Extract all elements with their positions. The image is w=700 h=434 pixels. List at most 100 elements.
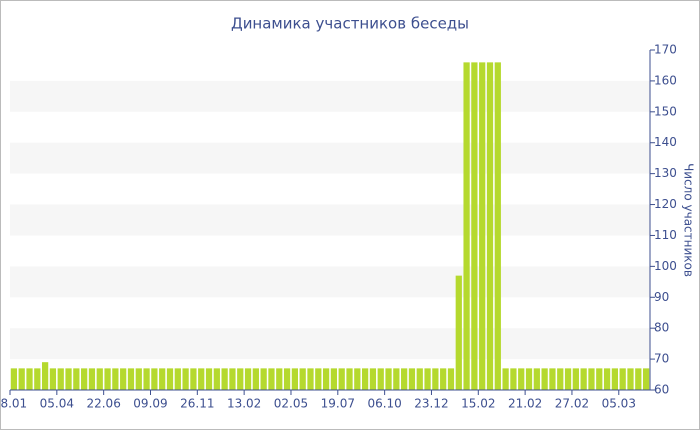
bar: [120, 368, 127, 390]
bar: [174, 368, 181, 390]
bar: [283, 368, 291, 390]
bar: [471, 62, 478, 390]
bar: [369, 368, 377, 390]
bar: [307, 368, 314, 390]
bar: [564, 368, 572, 390]
bar: [362, 368, 369, 390]
y-tick-label: 160: [654, 73, 677, 87]
x-tick-label: 26.11: [180, 397, 214, 411]
x-tick-label: 22.06: [86, 397, 120, 411]
y-tick-label: 140: [654, 135, 677, 149]
bar: [49, 368, 57, 390]
bar: [416, 368, 423, 390]
bar: [182, 368, 189, 390]
x-tick-label: 05.04: [40, 397, 74, 411]
x-tick-label: 06.10: [367, 397, 401, 411]
bar: [611, 368, 618, 390]
bar: [81, 368, 88, 390]
x-tick-label: 02.05: [274, 397, 308, 411]
x-tick-label: 18.01: [0, 397, 27, 411]
bar: [198, 368, 205, 390]
bar: [166, 368, 174, 390]
bar: [237, 368, 244, 390]
bar: [34, 368, 41, 390]
bar: [455, 275, 462, 390]
bar: [588, 368, 595, 390]
bar: [104, 368, 111, 390]
x-tick-label: 15.02: [461, 397, 495, 411]
y-tick-label: 130: [654, 166, 677, 180]
bar: [252, 368, 259, 390]
grid-band: [10, 80, 650, 112]
bar: [338, 368, 345, 390]
x-tick-label: 05.03: [602, 397, 636, 411]
bar: [385, 368, 392, 390]
grid-band: [10, 204, 650, 236]
bar: [73, 368, 80, 390]
x-tick-label: 21.02: [508, 397, 542, 411]
bar: [159, 368, 166, 390]
bar: [510, 368, 517, 390]
bar: [502, 368, 509, 390]
grid-band: [10, 142, 650, 174]
y-tick-label: 100: [654, 259, 677, 273]
bar: [557, 368, 564, 390]
bar: [518, 368, 525, 390]
x-tick-label: 27.02: [555, 397, 589, 411]
bar: [315, 368, 322, 390]
bar: [127, 368, 135, 390]
bar: [642, 368, 650, 390]
x-tick-label: 19.07: [321, 397, 355, 411]
y-tick-label: 90: [654, 290, 669, 304]
bar: [299, 368, 306, 390]
y-axis-label: Число участников: [682, 163, 696, 277]
bar: [440, 368, 447, 390]
y-tick-label: 110: [654, 228, 677, 242]
bar: [447, 368, 455, 390]
bar: [486, 62, 494, 390]
grid-band: [10, 328, 650, 360]
bar: [408, 368, 416, 390]
bar: [221, 368, 228, 390]
y-tick-label: 70: [654, 352, 669, 366]
bar: [541, 368, 548, 390]
bar: [205, 368, 213, 390]
bar: [244, 368, 252, 390]
bar: [213, 368, 220, 390]
bar: [603, 368, 611, 390]
bar: [10, 368, 18, 390]
y-tick-label: 60: [654, 383, 669, 397]
bar: [143, 368, 150, 390]
bar: [479, 62, 486, 390]
bar: [572, 368, 579, 390]
bar: [494, 62, 501, 390]
x-tick-label: 13.02: [227, 397, 261, 411]
x-tick-label: 09.09: [133, 397, 167, 411]
bar: [580, 368, 587, 390]
bar: [346, 368, 353, 390]
bar: [135, 368, 142, 390]
bar: [18, 368, 25, 390]
bar: [65, 368, 72, 390]
bar: [377, 368, 384, 390]
bar: [533, 368, 540, 390]
bar: [88, 368, 96, 390]
bar: [525, 368, 533, 390]
bar: [57, 368, 64, 390]
bar: [96, 368, 103, 390]
bar: [424, 368, 431, 390]
y-tick-label: 170: [654, 43, 677, 57]
grid-band: [10, 266, 650, 298]
bar: [42, 362, 49, 390]
bar: [268, 368, 275, 390]
x-tick-label: 23.12: [414, 397, 448, 411]
bar: [619, 368, 626, 390]
bar: [330, 368, 338, 390]
bar: [596, 368, 603, 390]
bar: [291, 368, 298, 390]
bar: [401, 368, 408, 390]
bar: [549, 368, 556, 390]
bar: [229, 368, 236, 390]
bar: [463, 62, 470, 390]
